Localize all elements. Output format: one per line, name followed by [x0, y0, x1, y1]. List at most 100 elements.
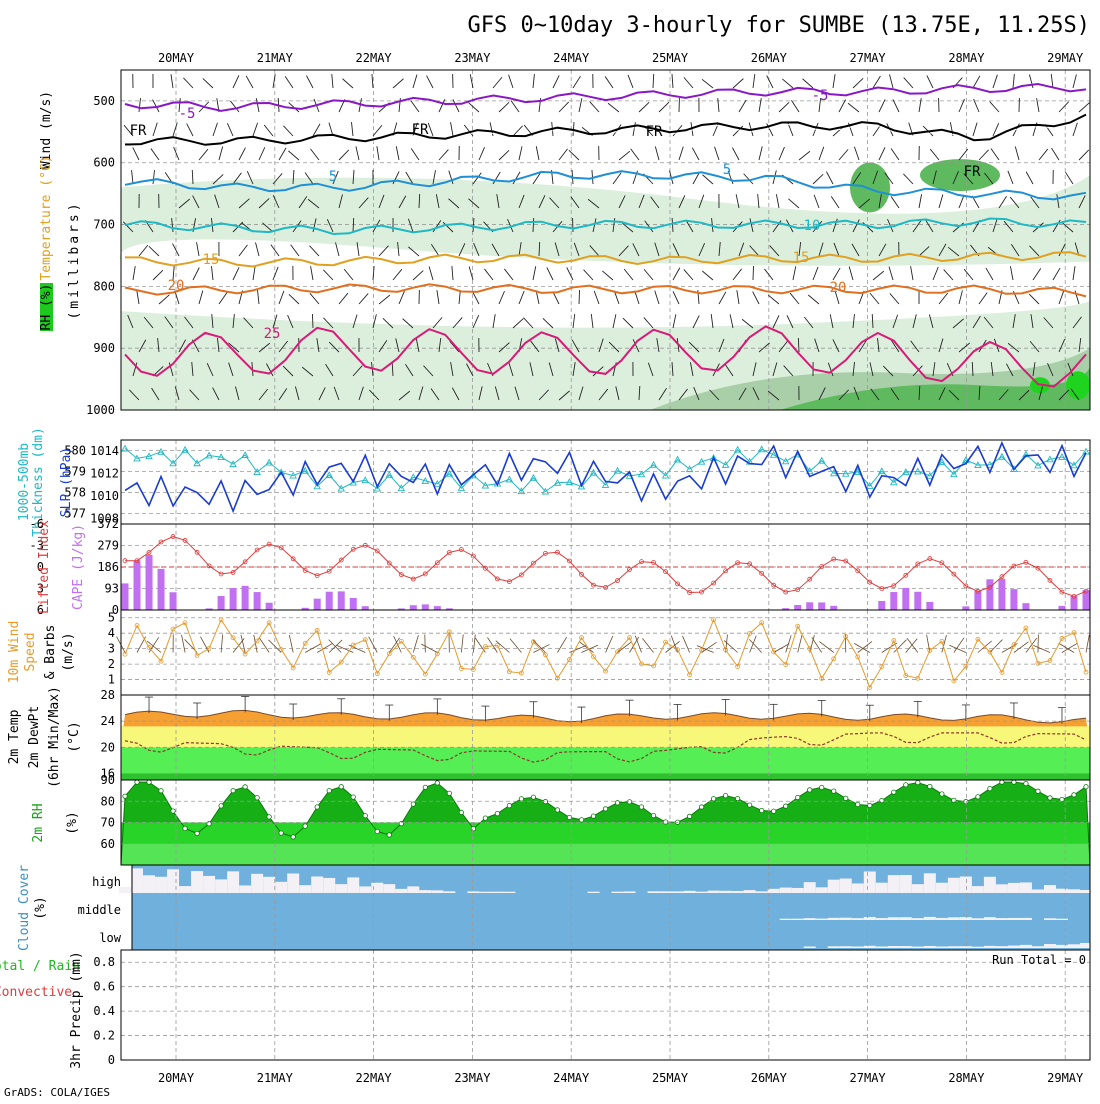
cape-tick-label: 279 [97, 539, 119, 553]
rh-marker [639, 805, 643, 809]
rh-marker [892, 790, 896, 794]
cloud-bar-high [672, 891, 684, 893]
contour-label: FR [130, 123, 147, 139]
cloud-bar-middle [1056, 919, 1068, 920]
rh-marker [1048, 796, 1052, 800]
cloud-bar-high [1020, 882, 1032, 893]
wind-speed-series-line [125, 620, 1086, 688]
cloud-bar-high [227, 871, 239, 893]
y-tick-label: 20 [101, 740, 115, 754]
rh-marker [1024, 781, 1028, 785]
slp-series-line [125, 443, 1086, 511]
cloud-bar-low [840, 946, 852, 948]
cape-bar [818, 602, 825, 610]
cape-bar [806, 602, 813, 610]
wind-barb-10m [557, 637, 566, 652]
cape-bar [1022, 603, 1029, 610]
dewpoint-fill-upper [121, 726, 1090, 747]
cloud-bar-high [263, 877, 275, 893]
cloud-bar-low [1020, 945, 1032, 948]
cape-bar [326, 592, 333, 610]
y-tick-label: 900 [93, 341, 115, 355]
cape-bar [926, 602, 933, 610]
date-label-bottom: 28MAY [948, 1071, 985, 1085]
rh-marker [387, 833, 391, 837]
date-label-bottom: 27MAY [850, 1071, 887, 1085]
cloud-bar-high [936, 883, 948, 893]
y-tick-label: 0.4 [93, 1004, 115, 1018]
panel-axis-label: CAPE (J/kg) [71, 524, 86, 610]
date-label-top: 26MAY [751, 51, 788, 65]
cloud-bar-high [780, 888, 792, 893]
date-label-top: 22MAY [356, 51, 393, 65]
cloud-bar-high [708, 891, 720, 893]
rh-marker [423, 785, 427, 789]
contour-label: 10 [804, 218, 821, 234]
wind-barb-10m [305, 644, 321, 653]
rh-marker [820, 785, 824, 789]
rh-region-bright [1066, 371, 1090, 399]
cloud-bar-high [395, 889, 407, 893]
wind-barb-10m [221, 635, 223, 653]
rh-marker [747, 803, 751, 807]
wind-barb-10m [329, 640, 342, 653]
panel-axis-label: RH (%) [39, 284, 54, 331]
cloud-bar-middle [1008, 918, 1020, 920]
rh-marker [267, 815, 271, 819]
rh-marker [495, 811, 499, 815]
cloud-bar-high [143, 875, 155, 893]
cloud-bar-low [804, 946, 816, 948]
cloud-bar-low [948, 946, 960, 948]
rh-marker [351, 795, 355, 799]
rh-marker [699, 805, 703, 809]
cloud-bar-middle [900, 917, 912, 920]
rh-marker [1000, 780, 1004, 784]
cape-bar [266, 603, 273, 610]
y-tick-label: 3 [108, 642, 115, 656]
panel-axis-label: (6hr Min/Max) [47, 686, 62, 788]
cloud-bar-middle [912, 918, 924, 920]
cape-bar [170, 592, 177, 610]
wind-barb-10m [425, 635, 426, 653]
cloud-background [132, 865, 1090, 950]
panel-axis-label: & Barbs [43, 625, 58, 680]
panel-axis-label: 1000-500mb [17, 443, 32, 521]
cloud-bar-low [1068, 944, 1080, 948]
panel-axis-label: Lifted Index [37, 520, 52, 614]
cloud-bar-low [828, 946, 840, 948]
rh-marker [663, 820, 667, 824]
wind-barb-10m [749, 639, 761, 652]
cloud-bar-high [359, 886, 371, 893]
cloud-bar-middle [972, 918, 984, 920]
cloud-bar-middle [888, 917, 900, 920]
cloud-bar-middle [1020, 918, 1032, 920]
cloud-bar-high [972, 886, 984, 893]
wind-barb-10m [413, 635, 418, 652]
wind-barb-10m [182, 635, 185, 653]
cape-bar [890, 592, 897, 610]
cape-bar [242, 586, 249, 610]
rh-marker [916, 780, 920, 784]
date-label-bottom: 25MAY [652, 1071, 689, 1085]
contour-label: FR [412, 122, 429, 138]
date-label-top: 28MAY [948, 51, 985, 65]
date-label-bottom: 24MAY [553, 1071, 590, 1085]
rh-marker [171, 809, 175, 813]
rh-marker [952, 798, 956, 802]
cloud-bar-high [155, 877, 167, 893]
wind-barb-10m [369, 637, 378, 653]
y-tick-label: 1000 [86, 403, 115, 417]
panel-frame [121, 950, 1090, 1060]
wind-barb-10m [510, 639, 521, 653]
rh-region-dark [920, 159, 1000, 191]
cape-bar [410, 605, 417, 610]
cape-bar [218, 596, 225, 610]
rh-marker [435, 781, 439, 785]
cloud-bar-high [371, 883, 383, 893]
cloud-bar-high [888, 875, 900, 893]
rh-marker [856, 802, 860, 806]
cloud-bar-middle [876, 918, 888, 920]
wind-barb-10m [683, 636, 690, 653]
panel-axis-label: Speed [23, 632, 38, 671]
y-tick-label: 0.6 [93, 980, 115, 994]
